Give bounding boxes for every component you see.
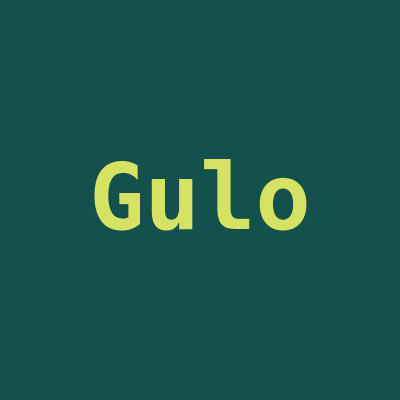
logo-text: Gulo [89, 144, 311, 251]
